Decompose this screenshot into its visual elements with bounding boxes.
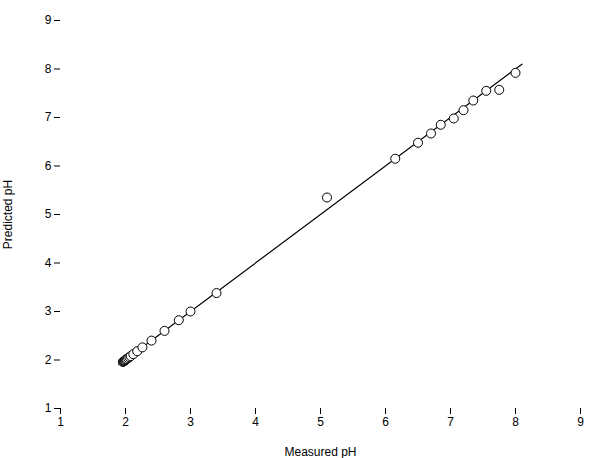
svg-text:6: 6 <box>45 159 52 173</box>
svg-text:4: 4 <box>252 415 259 429</box>
svg-text:2: 2 <box>45 353 52 367</box>
svg-text:7: 7 <box>45 110 52 124</box>
svg-text:9: 9 <box>577 415 584 429</box>
svg-text:3: 3 <box>187 415 194 429</box>
svg-text:8: 8 <box>45 62 52 76</box>
svg-text:2: 2 <box>122 415 129 429</box>
svg-text:5: 5 <box>317 415 324 429</box>
svg-text:Predicted pH: Predicted pH <box>1 180 15 249</box>
svg-text:6: 6 <box>382 415 389 429</box>
svg-text:8: 8 <box>512 415 519 429</box>
svg-text:Measured pH: Measured pH <box>284 445 356 458</box>
svg-text:3: 3 <box>45 304 52 318</box>
svg-text:4: 4 <box>45 256 52 270</box>
svg-text:1: 1 <box>45 401 52 415</box>
svg-text:5: 5 <box>45 207 52 221</box>
svg-text:1: 1 <box>57 415 64 429</box>
svg-text:7: 7 <box>447 415 454 429</box>
svg-text:9: 9 <box>45 13 52 27</box>
